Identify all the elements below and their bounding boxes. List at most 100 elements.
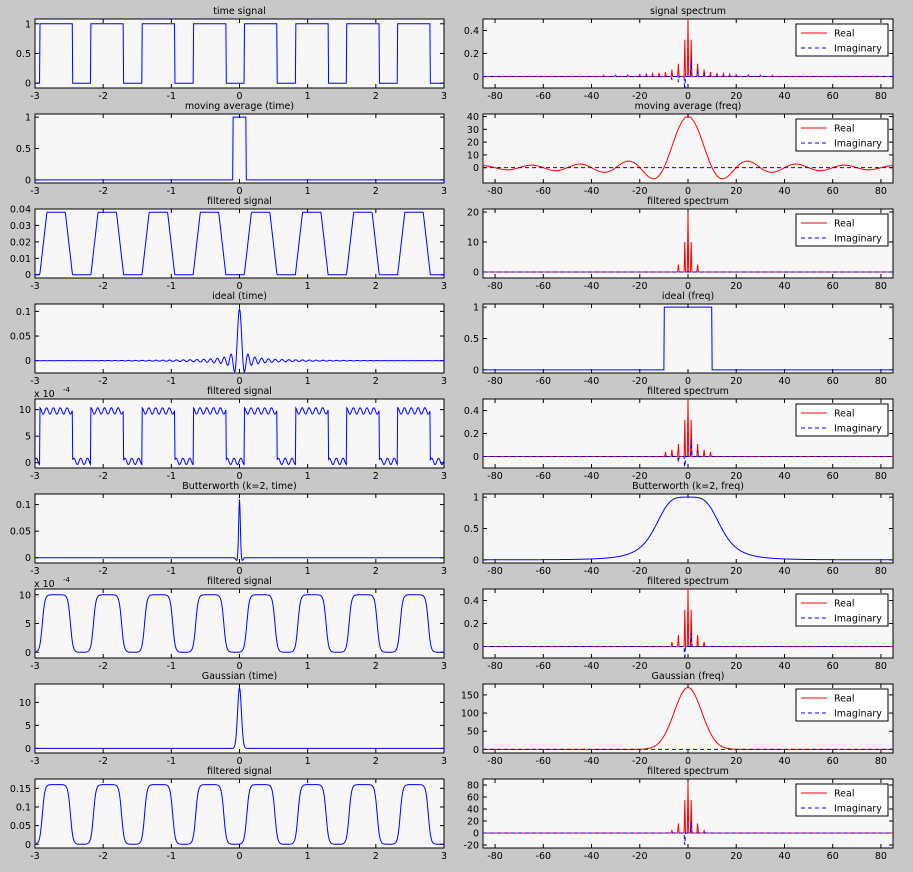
legend-label: Imaginary [834, 709, 882, 720]
x-tick-label: 80 [875, 756, 887, 767]
x-tick-label: 0 [685, 91, 691, 102]
x-tick-label: -60 [536, 661, 552, 672]
y-tick-label: 0.1 [16, 307, 31, 318]
legend-label: Imaginary [834, 614, 882, 625]
x-tick-label: 80 [875, 471, 887, 482]
legend: Real Imaginary [795, 783, 889, 817]
x-tick-label: 0 [685, 376, 691, 387]
x-tick-label: 3 [441, 91, 447, 102]
series-line [35, 307, 444, 373]
x-tick-label: -3 [30, 91, 39, 102]
panel-p17: filtered signal -3 -2 -1 0 1 2 3 0 0.05 0.1 0.15 [10, 766, 447, 862]
series-line [483, 496, 893, 561]
plot-area [35, 307, 444, 373]
series-line [35, 406, 444, 467]
panel-title: signal spectrum [650, 6, 726, 17]
panel-p14: filtered spectrum -80 -60 -40 -20 0 20 40 60 80 0 0… [464, 576, 894, 672]
y-tick-label: 0.4 [464, 406, 479, 417]
legend-box [795, 688, 889, 722]
y-tick-label: 0.02 [10, 237, 31, 248]
panel-p5: filtered signal -3 -2 -1 0 1 2 3 0 0.01 0.02 0.03 0.… [10, 196, 447, 292]
x-tick-label: 60 [827, 186, 839, 197]
x-tick-label: 20 [730, 756, 742, 767]
x-tick-label: 40 [778, 566, 790, 577]
y-tick-label: 1 [25, 113, 31, 124]
panel-p13: filtered signal x 10 -4 -3 -2 -1 0 1 2 3 0 5 10 [19, 576, 447, 672]
series-line [35, 594, 444, 653]
x-tick-label: 3 [441, 566, 447, 577]
x-tick-label: -20 [632, 471, 648, 482]
series-line [35, 784, 444, 845]
x-tick-label: -2 [98, 756, 107, 767]
y-tick-label: 30 [467, 125, 479, 136]
y-tick-label: 0.1 [16, 500, 31, 511]
series-line [35, 23, 444, 84]
x-tick-label: -1 [167, 566, 176, 577]
plot-area [35, 406, 444, 467]
x-tick-label: 20 [730, 281, 742, 292]
panel-p18: filtered spectrum-80 -60 -40 -20 0 20 40 60 80-2… [463, 766, 894, 862]
series-real [483, 116, 893, 180]
panel-p4: moving average (freq) -80 -60 -40 -20 0 20 40 60… [467, 101, 894, 197]
x-tick-label: -40 [584, 376, 600, 387]
plot-area [483, 496, 893, 561]
x-tick-label: 2 [373, 851, 379, 862]
x-tick-label: 3 [441, 756, 447, 767]
panel-title: Gaussian (freq) [652, 671, 725, 682]
x-tick-label: -60 [536, 186, 552, 197]
axes-box [34, 303, 445, 374]
x-tick-label: -20 [632, 851, 648, 862]
x-tick-label: 20 [730, 376, 742, 387]
legend-label: Real [834, 409, 854, 420]
x-tick-label: -60 [536, 756, 552, 767]
legend-box [795, 403, 889, 437]
x-tick-label: 1 [305, 661, 311, 672]
plot-area [483, 687, 893, 750]
x-tick-label: -40 [584, 471, 600, 482]
x-tick-label: -1 [167, 756, 176, 767]
x-tick-label: 2 [373, 281, 379, 292]
x-tick-label: 20 [730, 471, 742, 482]
series-real [483, 211, 893, 273]
x-tick-label: 40 [778, 91, 790, 102]
x-tick-label: -2 [98, 91, 107, 102]
y-tick-label: 10 [19, 698, 31, 709]
x-tick-label: 2 [373, 661, 379, 672]
legend: Real Imaginary [795, 688, 889, 722]
panel-p11: Butterworth (k=2, time) -3 -2 -1 0 1 2 3 0 0.05 0.… [10, 481, 447, 577]
y-tick-label: 0.5 [464, 524, 479, 535]
x-tick-label: -3 [30, 376, 39, 387]
x-tick-label: 0 [685, 661, 691, 672]
legend-label: Real [834, 694, 854, 705]
plot-area [483, 116, 893, 180]
y-tick-label: 80 [467, 781, 479, 792]
y-tick-label: 20 [467, 208, 479, 219]
legend-box [795, 213, 889, 247]
x-tick-label: -60 [536, 376, 552, 387]
y-tick-label: -20 [463, 841, 479, 852]
plot-area [483, 211, 893, 273]
x-tick-label: -40 [584, 186, 600, 197]
panel-p1: time signal -3 -2 -1 0 1 2 3 0 0.5 1 [16, 6, 447, 102]
x-tick-label: -40 [584, 756, 600, 767]
panel-p3: moving average (time) -3 -2 -1 0 1 2 3 0 0.5 1 [16, 101, 447, 197]
x-tick-label: -3 [30, 661, 39, 672]
x-tick-label: -60 [536, 91, 552, 102]
x-tick-label: 40 [778, 661, 790, 672]
panel-title: moving average (time) [185, 101, 294, 112]
x-tick-label: 0 [685, 471, 691, 482]
x-tick-label: -20 [632, 756, 648, 767]
x-tick-label: 0 [685, 186, 691, 197]
x-tick-label: -1 [167, 91, 176, 102]
legend-label: Real [834, 29, 854, 40]
y-tick-label: 5 [25, 721, 31, 732]
x-tick-label: 1 [305, 91, 311, 102]
y-tick-label: 40 [467, 112, 479, 123]
x-tick-label: 0 [236, 471, 242, 482]
x-tick-label: 60 [827, 851, 839, 862]
x-tick-label: -60 [536, 471, 552, 482]
x-tick-label: -80 [487, 566, 503, 577]
x-tick-label: 60 [827, 91, 839, 102]
legend: Real Imaginary [795, 118, 889, 152]
x-tick-label: 2 [373, 186, 379, 197]
